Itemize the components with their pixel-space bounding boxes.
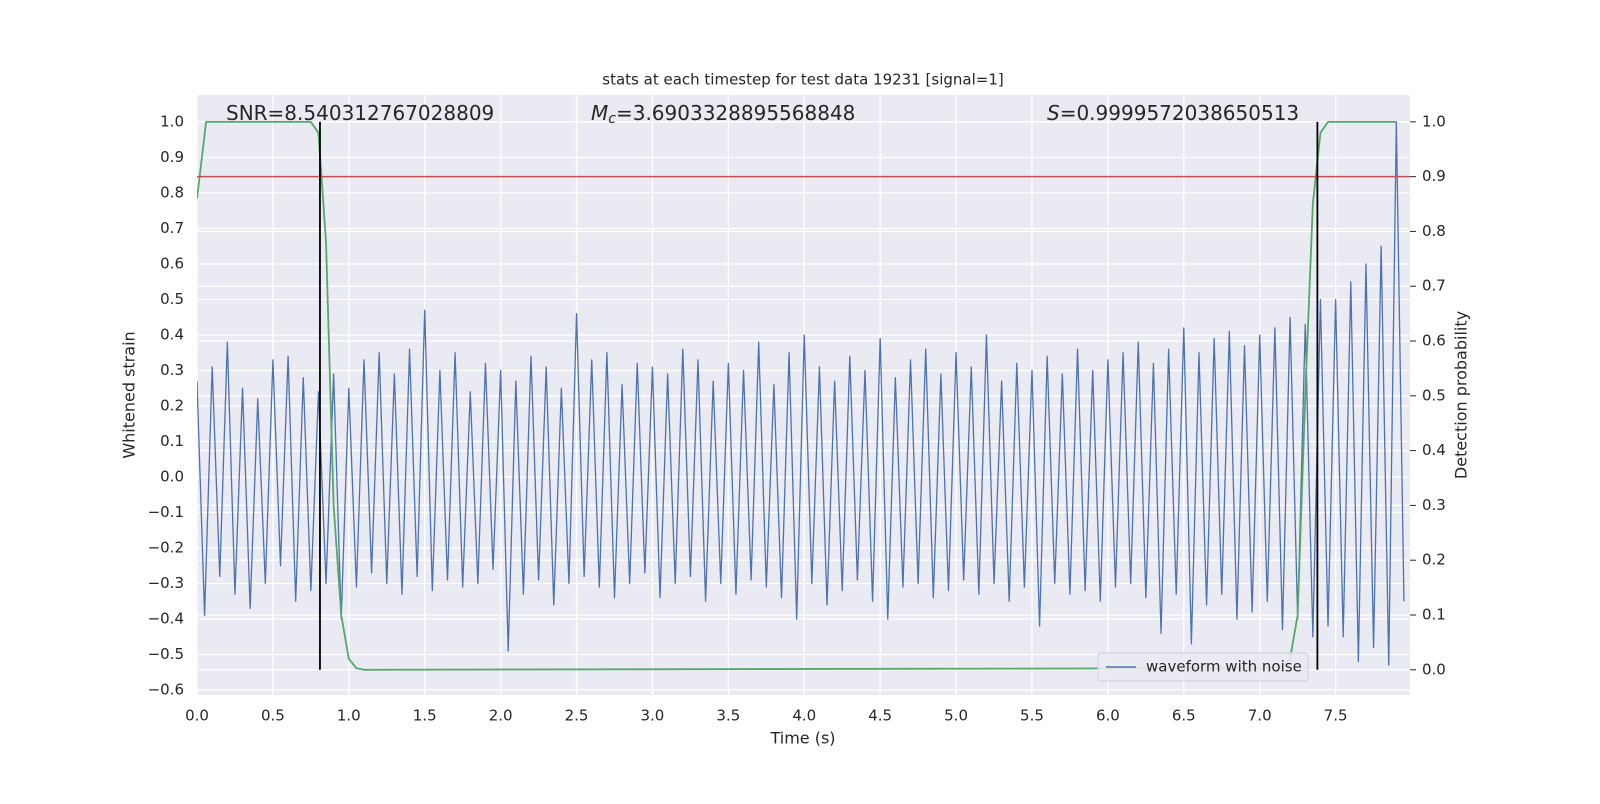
y-tick-label: −0.2 bbox=[148, 539, 184, 557]
y-tick-label: 0.2 bbox=[160, 397, 184, 415]
x-tick-label: 2.5 bbox=[565, 707, 589, 725]
y-axis-label: Whitened strain bbox=[120, 331, 139, 458]
y2-tick-label: 0.9 bbox=[1422, 167, 1446, 185]
y-tick-label: −0.5 bbox=[148, 645, 184, 663]
annotation-subscript: c bbox=[608, 111, 616, 127]
x-tick-label: 1.5 bbox=[413, 707, 437, 725]
x-tick-label: 2.0 bbox=[489, 707, 513, 725]
y-tick-label: 0.0 bbox=[160, 468, 184, 486]
y2-tick-label: 0.3 bbox=[1422, 496, 1446, 514]
y-tick-label: 0.4 bbox=[160, 326, 184, 344]
x-tick-label: 0.0 bbox=[185, 707, 209, 725]
x-tick-label: 5.0 bbox=[944, 707, 968, 725]
x-tick-label: 4.5 bbox=[868, 707, 892, 725]
y-tick-label: −0.3 bbox=[148, 574, 184, 592]
annotation: S=0.9999572038650513 bbox=[1047, 101, 1299, 125]
y2-tick-label: 0.0 bbox=[1422, 660, 1446, 678]
y-tick-label: 0.1 bbox=[160, 432, 184, 450]
annotation-symbol: S bbox=[1047, 101, 1060, 125]
x-tick-label: 4.0 bbox=[792, 707, 816, 725]
x-tick-label: 6.0 bbox=[1096, 707, 1120, 725]
y-tick-label: 0.7 bbox=[160, 219, 184, 237]
x-tick-label: 3.0 bbox=[641, 707, 665, 725]
y2-tick-label: 0.1 bbox=[1422, 606, 1446, 624]
y2-tick-label: 1.0 bbox=[1422, 112, 1446, 130]
x-axis-label: Time (s) bbox=[769, 729, 835, 748]
y-tick-label: 0.8 bbox=[160, 183, 184, 201]
series-line bbox=[197, 120, 1397, 671]
chart-title: stats at each timestep for test data 192… bbox=[602, 71, 1003, 89]
y2-tick-label: 0.8 bbox=[1422, 222, 1446, 240]
annotation-text: =3.6903328895568848 bbox=[616, 101, 855, 125]
series-line bbox=[197, 121, 1405, 666]
y-tick-label: 0.3 bbox=[160, 361, 184, 379]
annotation: Mc=3.6903328895568848 bbox=[591, 101, 855, 128]
y2-axis-label: Detection probability bbox=[1452, 311, 1471, 479]
legend-label: waveform with noise bbox=[1146, 658, 1302, 676]
y-tick-label: −0.6 bbox=[148, 681, 184, 699]
x-tick-label: 7.0 bbox=[1248, 707, 1272, 725]
y2-tick-label: 0.5 bbox=[1422, 386, 1446, 404]
y2-tick-label: 0.6 bbox=[1422, 332, 1446, 350]
x-tick-label: 1.0 bbox=[337, 707, 361, 725]
y-tick-label: −0.4 bbox=[148, 610, 184, 628]
labels: 0.0 0.5 1.0 1.5 2.0 2.5 3.0 3.5 4.0 4.5 5.0 5.5 6.0 6… bbox=[148, 101, 1446, 725]
x-tick-label: 7.5 bbox=[1324, 707, 1348, 725]
x-tick-label: 3.5 bbox=[716, 707, 740, 725]
y2-tick-label: 0.4 bbox=[1422, 441, 1446, 459]
annotation: SNR=8.540312767028809 bbox=[226, 101, 494, 125]
y-tick-label: 0.6 bbox=[160, 254, 184, 272]
annotation-symbol: M bbox=[591, 101, 608, 125]
annotation-text: SNR=8.540312767028809 bbox=[226, 101, 494, 125]
y-tick-label: −0.1 bbox=[148, 503, 184, 521]
y-tick-label: 1.0 bbox=[160, 112, 184, 130]
x-tick-label: 0.5 bbox=[261, 707, 285, 725]
y2-tick-label: 0.2 bbox=[1422, 551, 1446, 569]
legend: waveform with noise bbox=[1097, 652, 1309, 682]
x-tick-label: 5.5 bbox=[1020, 707, 1044, 725]
plot-content bbox=[197, 120, 1410, 671]
legend-box bbox=[1097, 652, 1309, 682]
y-tick-label: 0.9 bbox=[160, 148, 184, 166]
annotation-text: =0.9999572038650513 bbox=[1060, 101, 1299, 125]
plot-area bbox=[197, 95, 1410, 695]
y-tick-label: 0.5 bbox=[160, 290, 184, 308]
x-tick-label: 6.5 bbox=[1172, 707, 1196, 725]
y2-tick-label: 0.7 bbox=[1422, 277, 1446, 295]
